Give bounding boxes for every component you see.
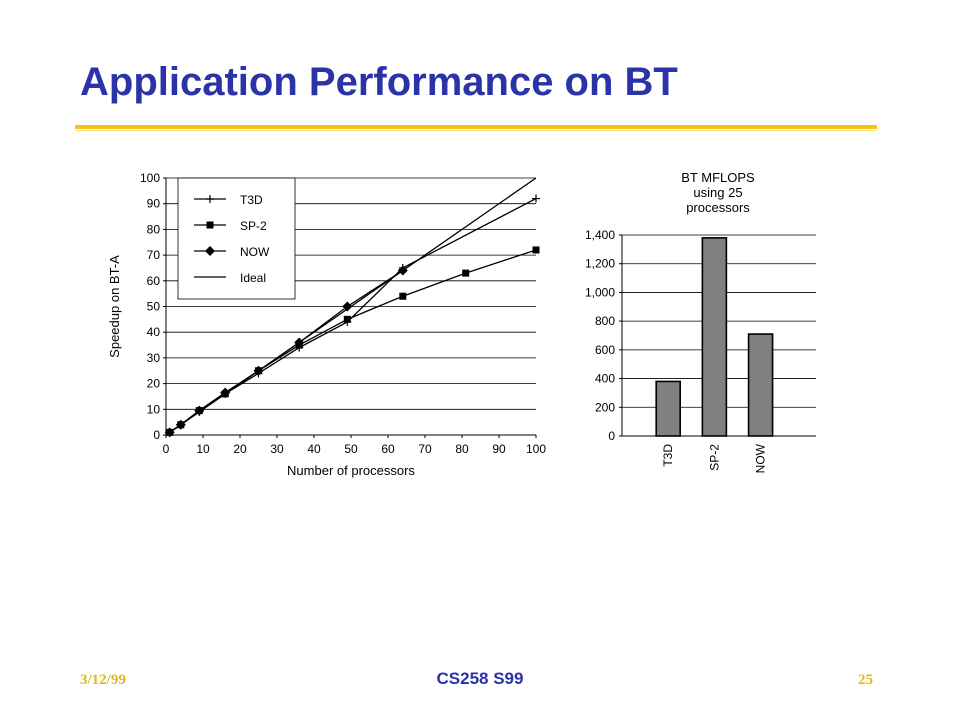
x-tick-label: 60 [381, 442, 395, 456]
legend-label-now: NOW [240, 245, 270, 259]
x-tick-label: 70 [418, 442, 432, 456]
point-t3d [532, 194, 540, 203]
y-tick-label: 1,200 [585, 257, 615, 271]
y-tick-label: 0 [608, 429, 615, 443]
x-tick-label: 20 [233, 442, 247, 456]
footer-course: CS258 S99 [436, 669, 524, 688]
bar-chart-title-line: using 25 [693, 185, 742, 200]
series-line-ideal [165, 177, 537, 436]
x-category-label: NOW [754, 443, 768, 473]
y-tick-label: 1,000 [585, 285, 615, 299]
legend-marker-now [205, 246, 215, 256]
y-tick-label: 80 [147, 222, 161, 236]
x-tick-label: 40 [307, 442, 321, 456]
legend-marker-t3d [206, 195, 214, 203]
y-tick-label: 100 [140, 171, 160, 185]
footer-page-number: 25 [858, 672, 873, 688]
slide-title: Application Performance on BT [80, 60, 678, 104]
legend-label-t3d: T3D [240, 193, 263, 207]
legend-box [177, 177, 296, 300]
y-tick-label: 200 [595, 400, 615, 414]
x-tick-label: 90 [492, 442, 506, 456]
y-tick-label: 600 [595, 343, 615, 357]
bar-chart-title-line: processors [686, 200, 750, 215]
x-tick-label: 80 [455, 442, 469, 456]
y-tick-label: 70 [147, 248, 161, 262]
legend-marker-sp-2 [206, 221, 214, 229]
y-axis-label: Speedup on BT-A [107, 255, 122, 358]
x-axis-label: Number of processors [287, 463, 415, 478]
legend: T3D SP-2 NOW Ideal [177, 177, 296, 300]
y-tick-label: 400 [595, 372, 615, 386]
y-tick-label: 10 [147, 402, 161, 416]
point-sp-2 [532, 246, 540, 254]
x-tick-label: 10 [196, 442, 210, 456]
y-tick-label: 800 [595, 314, 615, 328]
bar-t3d [655, 380, 681, 437]
title-divider-shadow [75, 130, 877, 131]
x-tick-label: 0 [163, 442, 170, 456]
y-tick-label: 30 [147, 351, 161, 365]
bar-sp-2 [701, 237, 728, 437]
bar-now [747, 333, 774, 437]
y-tick-label: 90 [147, 197, 161, 211]
x-category-label: SP-2 [707, 444, 721, 471]
series-ideal [165, 177, 537, 436]
x-tick-label: 100 [526, 442, 546, 456]
y-tick-label: 60 [147, 274, 161, 288]
x-tick-label: 30 [270, 442, 284, 456]
legend-label-sp-2: SP-2 [240, 219, 267, 233]
y-tick-label: 40 [147, 325, 161, 339]
y-tick-label: 1,400 [585, 228, 615, 242]
y-tick-label: 50 [147, 300, 161, 314]
y-tick-label: 0 [153, 428, 160, 442]
point-sp-2 [462, 269, 470, 277]
title-divider [75, 125, 877, 129]
x-tick-label: 50 [344, 442, 358, 456]
bar-chart-title-line: BT MFLOPS [681, 170, 755, 185]
point-sp-2 [343, 315, 351, 323]
point-sp-2 [399, 292, 407, 300]
y-tick-label: 20 [147, 377, 161, 391]
x-category-label: T3D [661, 444, 675, 467]
footer-date: 3/12/99 [80, 672, 126, 688]
point-now [342, 301, 353, 312]
legend-label-ideal: Ideal [240, 271, 266, 285]
